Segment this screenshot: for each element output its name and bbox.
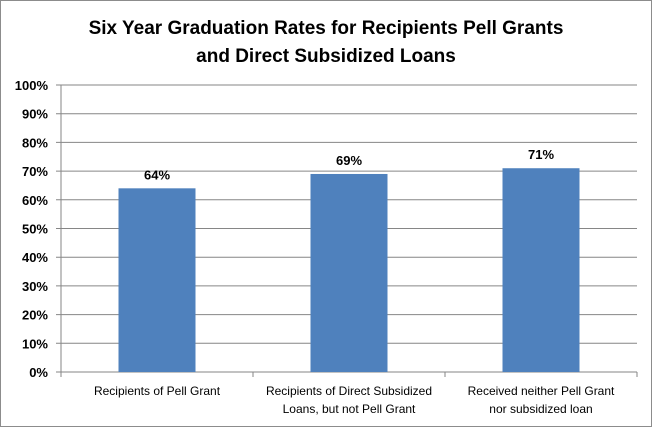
data-label: 71% — [528, 147, 554, 162]
x-category-label: nor subsidized loan — [489, 402, 592, 416]
x-category-label: Recipients of Direct Subsidized — [266, 384, 432, 398]
bar — [502, 168, 580, 372]
y-tick-label: 70% — [22, 164, 48, 179]
chart-title-line-1: Six Year Graduation Rates for Recipients… — [89, 18, 564, 39]
y-tick-label: 80% — [22, 135, 48, 150]
chart-title-line-2: and Direct Subsidized Loans — [196, 46, 456, 67]
y-tick-label: 30% — [22, 279, 48, 294]
y-tick-label: 100% — [15, 78, 49, 93]
y-tick-label: 0% — [29, 365, 48, 380]
y-tick-label: 90% — [22, 107, 48, 122]
y-tick-label: 20% — [22, 308, 48, 323]
x-category-label: Recipients of Pell Grant — [94, 384, 221, 398]
y-tick-label: 40% — [22, 250, 48, 265]
data-label: 64% — [144, 167, 170, 182]
data-label: 69% — [336, 153, 362, 168]
y-tick-label: 10% — [22, 336, 48, 351]
y-tick-label: 50% — [22, 222, 48, 237]
x-category-label: Received neither Pell Grant — [468, 384, 615, 398]
bar — [310, 173, 388, 372]
bar — [118, 188, 196, 372]
x-category-label: Loans, but not Pell Grant — [283, 402, 416, 416]
y-tick-label: 60% — [22, 193, 48, 208]
